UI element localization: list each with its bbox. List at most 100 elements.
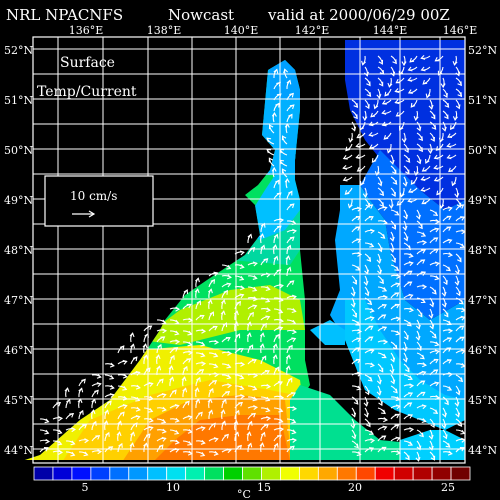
colorbar-swatch <box>242 466 262 481</box>
current-arrow <box>429 275 440 281</box>
colorbar-swatch <box>431 466 452 481</box>
current-arrow <box>268 157 275 167</box>
current-arrow <box>130 406 141 412</box>
current-arrow <box>363 407 369 418</box>
lat-label: 50°N <box>4 144 33 157</box>
current-arrow <box>169 417 180 423</box>
current-arrow <box>286 79 292 90</box>
current-arrow <box>182 358 192 365</box>
current-arrow <box>377 352 387 359</box>
current-arrow <box>454 275 460 286</box>
current-arrow <box>285 354 291 365</box>
current-arrow <box>207 288 213 299</box>
current-arrow <box>143 354 149 365</box>
lat-label: 51°N <box>4 94 33 107</box>
current-arrow <box>246 431 252 442</box>
current-arrow <box>402 352 408 363</box>
current-arrow <box>78 409 84 420</box>
current-arrow <box>403 293 414 299</box>
current-arrow <box>169 439 180 445</box>
current-arrow <box>390 374 396 385</box>
current-arrow <box>182 289 189 299</box>
current-arrow <box>220 299 226 310</box>
current-arrow <box>260 383 272 389</box>
current-arrow <box>376 374 382 385</box>
current-arrow <box>403 427 415 433</box>
current-arrow <box>266 137 275 145</box>
current-arrow <box>351 440 359 449</box>
current-arrow <box>455 253 462 263</box>
current-arrow <box>221 374 232 380</box>
current-arrow <box>233 310 239 321</box>
current-arrow <box>156 406 167 412</box>
current-arrow <box>271 111 277 123</box>
current-arrow <box>91 435 101 442</box>
current-arrow <box>416 154 422 165</box>
current-arrow <box>381 109 392 115</box>
current-arrow <box>446 143 457 148</box>
current-arrow <box>350 418 356 429</box>
current-arrow <box>399 187 405 198</box>
current-arrow <box>454 396 460 407</box>
current-arrow <box>104 431 110 442</box>
current-arrow <box>351 99 359 109</box>
current-arrow <box>195 439 206 445</box>
current-arrow <box>182 400 190 409</box>
current-arrow <box>364 99 370 110</box>
lat-label: 52°N <box>468 44 497 57</box>
current-arrow <box>234 300 241 310</box>
current-arrow <box>195 328 207 334</box>
current-arrow <box>273 333 280 343</box>
current-arrow <box>260 315 271 321</box>
current-arrow <box>260 307 271 313</box>
current-arrow <box>78 438 90 444</box>
current-arrow <box>416 418 427 424</box>
current-arrow <box>156 393 167 398</box>
current-arrow <box>345 143 353 152</box>
current-arrow <box>416 259 426 266</box>
current-arrow <box>143 417 154 423</box>
current-arrow <box>364 204 374 211</box>
current-arrow <box>377 339 389 345</box>
current-arrow <box>273 381 283 387</box>
current-arrow <box>342 154 353 160</box>
current-arrow <box>351 429 357 440</box>
lat-label: 44°N <box>4 444 33 457</box>
current-arrow <box>455 336 465 343</box>
current-arrow <box>78 424 88 431</box>
current-arrow <box>433 176 444 182</box>
current-arrow <box>429 286 437 295</box>
current-arrow <box>420 66 431 72</box>
current-arrow <box>363 396 369 407</box>
temperature-colorbar <box>33 466 471 481</box>
current-arrow <box>143 433 151 442</box>
current-arrow <box>377 396 383 407</box>
current-arrow <box>65 451 76 457</box>
current-arrow <box>415 451 421 462</box>
current-arrow <box>410 176 418 185</box>
current-arrow <box>403 154 411 163</box>
current-arrow <box>364 286 370 297</box>
current-arrow <box>390 282 401 288</box>
current-arrow <box>234 444 243 453</box>
current-arrow <box>169 339 181 345</box>
current-arrow <box>355 143 366 149</box>
current-arrow <box>420 187 431 192</box>
current-arrow <box>455 429 465 435</box>
current-arrow <box>169 330 180 336</box>
current-arrow <box>428 308 434 319</box>
current-arrow <box>403 451 410 461</box>
current-arrow <box>364 228 375 234</box>
current-arrow <box>455 407 461 418</box>
current-arrow <box>442 238 453 244</box>
map-title-line2: Temp/Current <box>37 84 137 100</box>
current-arrow <box>247 385 258 391</box>
current-arrow <box>416 308 423 318</box>
current-arrow <box>129 332 135 343</box>
current-arrow <box>395 110 405 117</box>
current-arrow <box>455 99 461 110</box>
current-arrow <box>272 354 278 365</box>
lat-label: 44°N <box>468 444 497 457</box>
current-arrow <box>364 242 375 248</box>
current-arrow <box>429 330 437 339</box>
